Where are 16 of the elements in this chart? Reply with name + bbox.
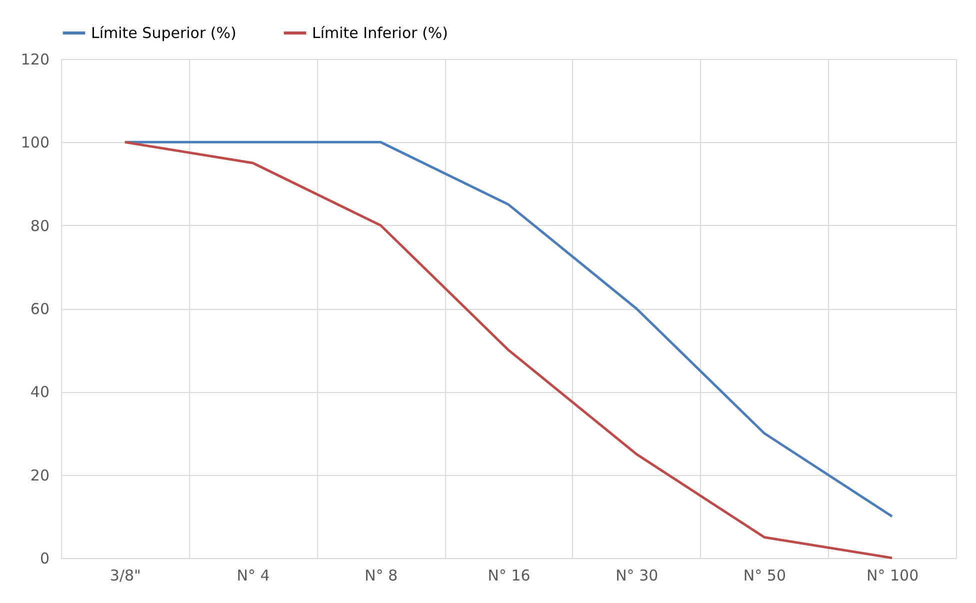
y-tick-label: 20 bbox=[30, 466, 50, 484]
y-tick-label: 120 bbox=[20, 50, 50, 68]
y-tick-label: 80 bbox=[30, 216, 50, 235]
x-tick-label: 3/8" bbox=[110, 566, 141, 584]
x-tick-label: N° 50 bbox=[743, 566, 786, 584]
x-tick-label: N° 30 bbox=[616, 566, 658, 584]
x-tick-label: N° 4 bbox=[236, 566, 270, 584]
legend-label: Límite Superior (%) bbox=[91, 24, 236, 42]
x-tick-label: N° 16 bbox=[488, 566, 530, 584]
y-tick-label: 100 bbox=[20, 134, 50, 152]
y-tick-label: 60 bbox=[30, 300, 50, 318]
legend-label: Límite Inferior (%) bbox=[312, 24, 448, 42]
x-tick-label: N° 100 bbox=[866, 566, 919, 584]
y-tick-label: 40 bbox=[30, 383, 50, 402]
y-tick-label: 0 bbox=[40, 550, 50, 568]
x-tick-label: N° 8 bbox=[364, 566, 398, 584]
